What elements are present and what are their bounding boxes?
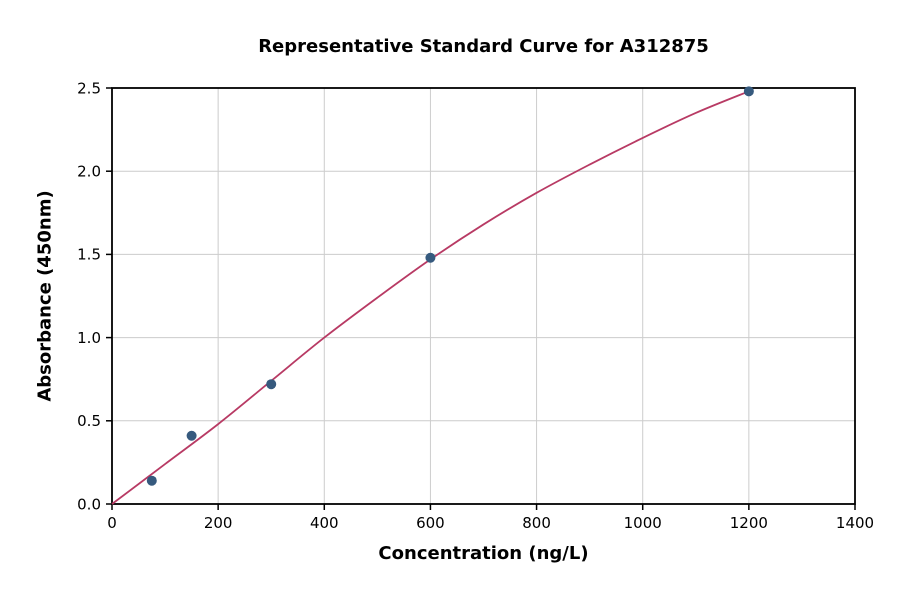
data-point: [266, 379, 277, 390]
grid-lines: [111, 87, 856, 505]
data-point: [186, 430, 197, 441]
y-tick-label: 2.5: [77, 79, 101, 97]
y-tick-label: 1.0: [77, 329, 101, 347]
x-tick-label: 1400: [836, 514, 874, 532]
x-tick-label: 400: [310, 514, 339, 532]
data-points: [146, 86, 754, 486]
x-axis-label: Concentration (ng/L): [378, 543, 589, 564]
x-tick-label: 200: [204, 514, 233, 532]
y-tick-label: 0.0: [77, 495, 101, 513]
x-tick-label: 0: [107, 514, 117, 532]
x-tick-label: 1000: [624, 514, 662, 532]
data-point: [146, 475, 157, 486]
axes: 0 200 400 600 800 1000 1200 1400 0.0 0.5 1.0 1.5 2.0…: [77, 79, 874, 532]
y-tick-label: 1.5: [77, 246, 101, 264]
x-tick-label: 1200: [730, 514, 768, 532]
x-tick-label: 600: [416, 514, 445, 532]
y-tick-label: 0.5: [77, 412, 101, 430]
fitted-curve: [111, 90, 750, 505]
y-tick-label: 2.0: [77, 162, 101, 180]
fitted-curve: [111, 90, 750, 505]
chart-title: Representative Standard Curve for A31287…: [258, 36, 709, 57]
data-point: [743, 86, 754, 97]
data-point: [425, 252, 436, 263]
x-tick-label: 800: [522, 514, 551, 532]
